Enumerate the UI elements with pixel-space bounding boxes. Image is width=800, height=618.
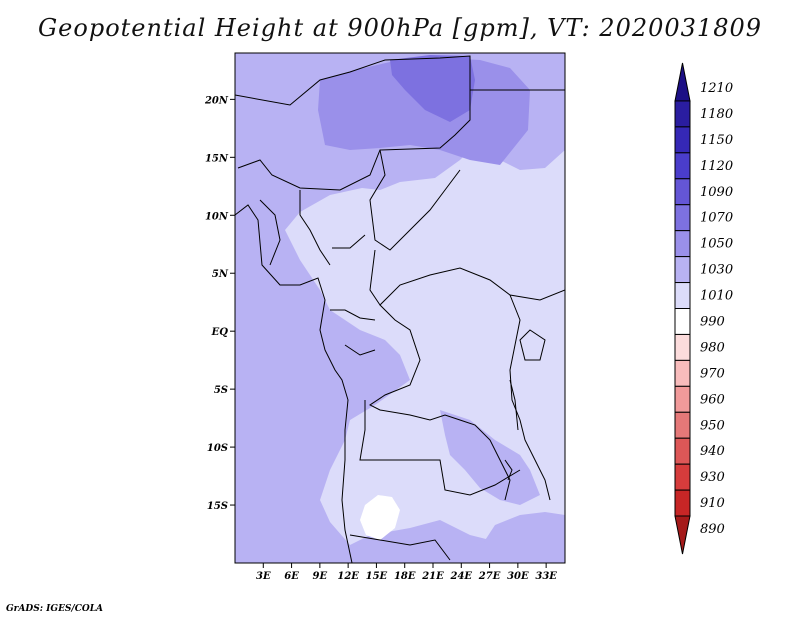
colorbar-swatch — [674, 359, 691, 387]
country-borders — [235, 55, 565, 563]
field-region-1030-1050-west — [235, 250, 390, 563]
colorbar-label: 1150 — [700, 133, 733, 148]
colorbar-swatch — [674, 437, 691, 465]
x-tick-label: 15E — [366, 571, 388, 582]
colorbar-swatch — [674, 308, 691, 335]
colorbar-swatch — [674, 256, 691, 284]
colorbar: 1210 1180 1150 1120 1090 1070 1050 1030 1010 990 9… — [674, 62, 733, 555]
colorbar-swatch — [674, 385, 691, 413]
colorbar-swatch — [674, 100, 691, 128]
y-tick-label: EQ — [211, 327, 229, 338]
colorbar-swatch — [674, 178, 691, 206]
colorbar-label: 950 — [700, 418, 725, 433]
x-tick-label: 6E — [284, 571, 299, 582]
colorbar-label: 990 — [700, 314, 725, 329]
colorbar-label: 980 — [700, 340, 725, 355]
colorbar-label: 1070 — [700, 211, 733, 226]
colorbar-label: 970 — [700, 366, 725, 381]
colorbar-swatch — [674, 489, 691, 517]
border-sahel — [235, 55, 471, 191]
credit-label: GrADS: IGES/COLA — [6, 604, 104, 614]
field-region-1030-1050-southeast — [480, 512, 565, 563]
colorbar-label: 930 — [700, 470, 725, 485]
border-drc — [369, 304, 511, 501]
y-tick-label: 5S — [214, 385, 228, 396]
field-region-1070-1090 — [390, 55, 475, 122]
colorbar-label: 1030 — [700, 263, 733, 278]
colorbar-label: 1050 — [700, 237, 733, 252]
x-tick-label: 9E — [313, 571, 328, 582]
y-tick-label: 5N — [212, 269, 229, 280]
x-tick-label: 33E — [535, 571, 557, 582]
colorbar-label: 1210 — [700, 81, 733, 96]
y-tick-label: 10N — [205, 211, 229, 222]
colorbar-label: 890 — [700, 522, 725, 537]
y-tick-label: 20N — [204, 95, 229, 106]
colorbar-swatch — [674, 126, 691, 154]
field-region-1050-1070 — [318, 58, 530, 165]
field-region-990-1010 — [360, 495, 400, 540]
border-misc — [259, 190, 376, 356]
map-frame — [234, 52, 566, 564]
chart-title: Geopotential Height at 900hPa [gpm], VT:… — [38, 14, 762, 42]
x-tick-label: 21E — [421, 571, 444, 582]
colorbar-label: 1010 — [700, 289, 733, 304]
border-chad-sudan — [369, 149, 461, 251]
lakes-east — [504, 329, 546, 481]
border-angola-zambia — [359, 400, 521, 496]
x-axis: 3E 6E 9E 12E 15E 18E 21E 24E 27E 30E 33E — [256, 563, 557, 582]
colorbar-swatch — [674, 333, 691, 361]
colorbar-label: 1090 — [700, 185, 733, 200]
x-tick-label: 18E — [394, 571, 416, 582]
field-region-1030-1050-south — [440, 410, 540, 505]
x-tick-label: 24E — [450, 571, 473, 582]
x-tick-label: 30E — [507, 571, 529, 582]
colorbar-swatch — [674, 282, 691, 309]
colorbar-label: 940 — [700, 444, 725, 459]
colorbar-swatch — [674, 152, 691, 180]
y-tick-label: 15N — [205, 153, 229, 164]
colorbar-swatch — [674, 411, 691, 439]
x-tick-label: 3E — [256, 571, 271, 582]
colorbar-label: 1180 — [700, 107, 733, 122]
x-tick-label: 12E — [337, 571, 359, 582]
height-field — [235, 53, 565, 563]
y-tick-label: 10S — [207, 443, 228, 454]
colorbar-label: 960 — [700, 392, 725, 407]
colorbar-label: 910 — [700, 496, 725, 511]
colorbar-swatch — [674, 463, 691, 491]
y-tick-label: 15S — [207, 501, 228, 512]
border-car — [369, 249, 565, 306]
colorbar-swatch — [674, 515, 691, 555]
colorbar-swatch — [674, 62, 691, 102]
colorbar-swatch — [674, 204, 691, 232]
colorbar-label: 1120 — [700, 159, 733, 174]
y-axis: 20N 15N 10N 5N EQ 5S 10S 15S — [204, 95, 235, 512]
x-tick-label: 27E — [478, 571, 501, 582]
colorbar-swatch — [674, 230, 691, 258]
border-south — [349, 534, 451, 561]
coastline-west — [235, 204, 353, 563]
